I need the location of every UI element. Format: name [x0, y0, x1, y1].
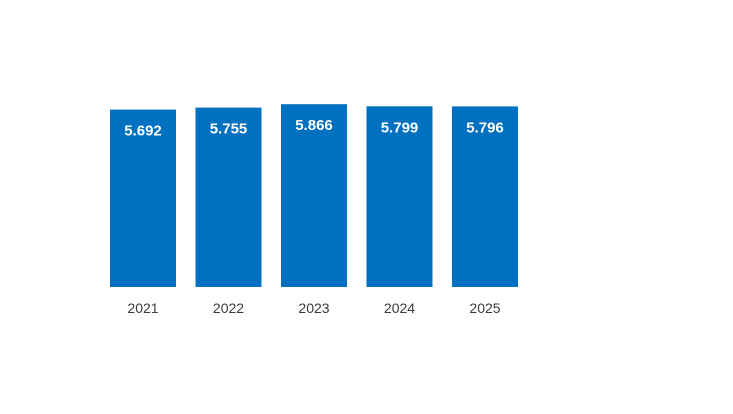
value-label-2025: 5.796 [466, 119, 504, 136]
value-label-2021: 5.692 [124, 123, 162, 140]
x-tick-label-2025: 2025 [469, 300, 500, 316]
x-tick-label-2022: 2022 [213, 300, 244, 316]
value-label-2023: 5.866 [295, 117, 333, 134]
bar-2025 [452, 106, 518, 288]
bar-2021 [110, 109, 176, 287]
x-tick-label-2021: 2021 [127, 300, 158, 316]
x-tick-label-2023: 2023 [298, 300, 329, 316]
x-tick-labels-group: 2021 2022 2023 2024 2025 [127, 300, 500, 316]
bar-2024 [366, 106, 433, 287]
value-label-2024: 5.799 [381, 119, 419, 136]
bar-2023 [281, 104, 347, 287]
bar-2022 [195, 107, 262, 287]
bars-group [110, 104, 518, 288]
value-labels-group: 5.692 5.755 5.866 5.799 5.796 [124, 117, 504, 139]
value-label-2022: 5.755 [210, 121, 248, 138]
x-tick-label-2024: 2024 [384, 300, 415, 316]
